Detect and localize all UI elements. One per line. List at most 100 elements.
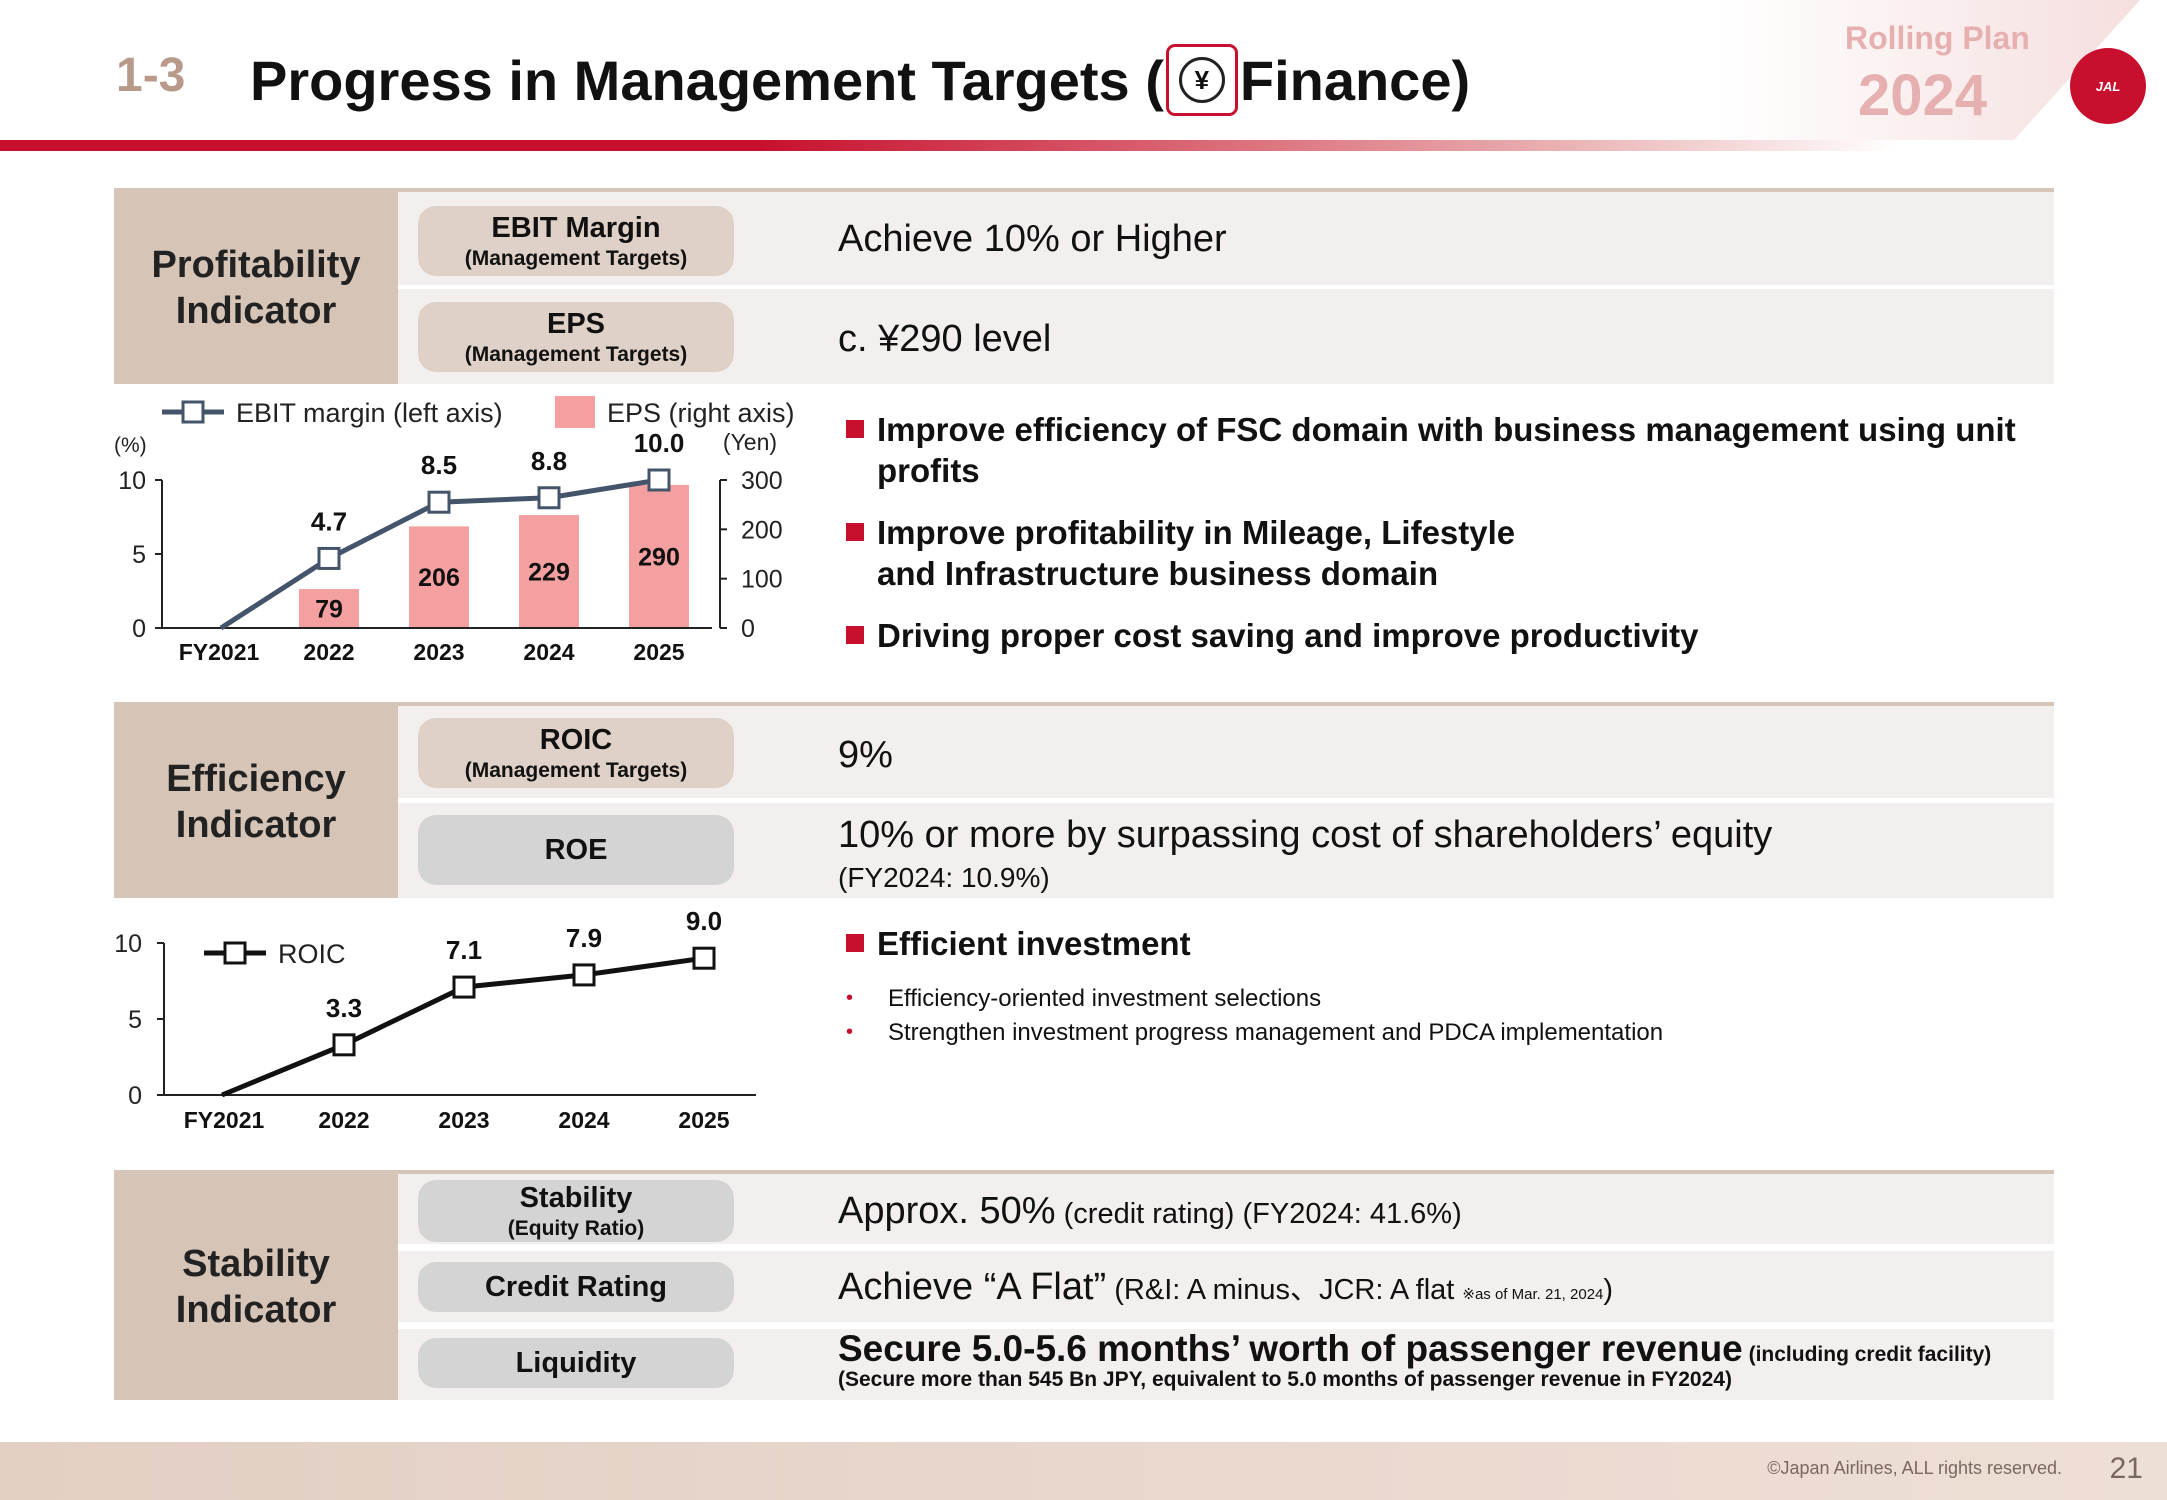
roic-marker: [332, 1033, 356, 1057]
x-tick-label: 2024: [558, 1107, 609, 1133]
eps-bar-label: 229: [528, 559, 570, 587]
eps-bar-label: 206: [418, 564, 460, 592]
page-title-before: Progress in Management Targets (: [250, 48, 1164, 112]
profitability-bullet: Improve profitability in Mileage, Lifest…: [846, 513, 1546, 594]
ebit-margin-target: Achieve 10% or Higher: [838, 218, 1227, 260]
x-tick-label: 2025: [678, 1107, 729, 1133]
right-tick-label: 0: [741, 615, 755, 643]
section-number: 1-3: [116, 49, 186, 102]
legend-ebit-label: EBIT margin (left axis): [236, 398, 503, 428]
jal-logo: JAL: [2070, 48, 2146, 124]
x-tick-label: FY2021: [179, 639, 260, 665]
ebit-margin-metric: EBIT Margin: [491, 211, 661, 244]
footer-band: [0, 1442, 2167, 1500]
legend-eps-label: EPS (right axis): [607, 398, 795, 428]
eps-bar-label: 290: [638, 543, 680, 571]
page-title-after: Finance): [1239, 48, 1471, 112]
stability-label: Stability Indicator: [114, 1174, 398, 1400]
roic-pill: ROIC (Management Targets): [418, 718, 734, 788]
x-tick-label: 2023: [438, 1107, 489, 1133]
x-tick-label: 2024: [523, 639, 574, 665]
roic-data-label: 7.1: [446, 935, 482, 965]
y-tick-label: 10: [114, 930, 142, 958]
efficiency-label: Efficiency Indicator: [114, 706, 398, 898]
red-square-bullet: [846, 934, 864, 952]
profitability-section: [114, 188, 2054, 386]
ebit-margin-marker: [537, 486, 561, 510]
eps-pill: EPS (Management Targets): [418, 302, 734, 372]
credit-rating-target: Achieve “A Flat” (R&I: A minus、JCR: A fl…: [838, 1266, 1614, 1308]
header-divider: [0, 140, 1900, 151]
yen-symbol: ¥: [1178, 57, 1225, 103]
ebit-margin-pill: EBIT Margin (Management Targets): [418, 206, 734, 276]
efficiency-sub-bullet: • Efficiency-oriented investment selectio…: [846, 984, 1322, 1012]
jal-logo-text: JAL: [2095, 78, 2121, 94]
roic-data-label: 3.3: [326, 993, 362, 1023]
eps-bar: [629, 484, 689, 628]
legend-line-marker: [223, 941, 247, 965]
y-tick-label: 5: [128, 1006, 142, 1034]
profitability-bullet: Driving proper cost saving and improve p…: [846, 616, 2036, 657]
efficiency-bullets: Efficient investment • Efficiency-oriente…: [846, 924, 2036, 1047]
eps-bar: [299, 589, 359, 628]
as-of-footnote: ※as of Mar. 21, 2024: [1462, 1286, 1604, 1303]
ebit-margin-data-label: 8.5: [421, 450, 457, 480]
red-square-bullet: [846, 420, 864, 438]
right-tick-label: 100: [741, 566, 783, 594]
eps-bar: [519, 515, 579, 628]
roic-target: 9%: [838, 734, 893, 776]
right-tick-label: 300: [741, 467, 783, 495]
x-tick-label: 2023: [413, 639, 464, 665]
y-tick-label: 0: [128, 1082, 142, 1110]
stability-sub: (Equity Ratio): [507, 1217, 645, 1240]
left-tick-label: 10: [118, 467, 146, 495]
ebit-margin-marker: [427, 490, 451, 514]
liquidity-target: Secure 5.0-5.6 months’ worth of passenge…: [838, 1328, 1992, 1391]
liquidity-metric: Liquidity: [515, 1346, 637, 1379]
red-square-bullet: [846, 523, 864, 542]
efficiency-section: [114, 702, 2054, 898]
ebit-margin-data-label: 10.0: [634, 428, 685, 458]
roe-note: (FY2024: 10.9%): [838, 862, 1050, 893]
profitability-bullet: Improve efficiency of FSC domain with bu…: [846, 410, 2036, 491]
legend-bar-swatch: [555, 396, 595, 428]
profitability-bullets: Improve efficiency of FSC domain with bu…: [846, 410, 2036, 657]
rolling-plan-label: Rolling Plan: [1845, 20, 2030, 56]
dot-bullet: •: [846, 1021, 854, 1044]
legend-roic-label: ROIC: [278, 939, 346, 969]
page-number: 21: [2109, 1452, 2143, 1485]
profitability-label: Profitability Indicator: [114, 192, 398, 384]
legend-line-marker: [181, 400, 205, 424]
rolling-plan-year: 2024: [1858, 63, 1988, 128]
roic-data-label: 7.9: [566, 923, 602, 953]
eps-sub: (Management Targets): [464, 343, 688, 366]
credit-rating-pill: Credit Rating: [418, 1262, 734, 1312]
eps-target: c. ¥290 level: [838, 318, 1052, 360]
eps-bar-label: 79: [315, 596, 343, 624]
roic-sub: (Management Targets): [464, 759, 688, 782]
finance-yen-icon: ¥: [1165, 44, 1238, 116]
ebit-margin-data-label: 4.7: [311, 506, 347, 536]
x-tick-label: 2025: [633, 639, 684, 665]
left-tick-label: 0: [132, 615, 146, 643]
right-tick-label: 200: [741, 516, 783, 544]
roe-metric: ROE: [544, 833, 608, 866]
stability-section: [114, 1170, 2054, 1400]
page-title: Progress in Management Targets ( ¥ Finan…: [250, 44, 1470, 116]
eps-metric: EPS: [546, 307, 606, 340]
roic-marker: [692, 946, 716, 970]
roic-marker: [572, 963, 596, 987]
roe-target: 10% or more by surpassing cost of shareh…: [838, 814, 1773, 856]
roic-marker: [452, 975, 476, 999]
roic-metric: ROIC: [539, 723, 613, 756]
efficiency-bullet: Efficient investment: [846, 924, 2036, 965]
ebit-margin-marker: [647, 468, 671, 492]
credit-rating-metric: Credit Rating: [484, 1270, 668, 1303]
red-square-bullet: [846, 626, 864, 645]
copyright: ©Japan Airlines, ALL rights reserved.: [1767, 1458, 2062, 1478]
left-tick-label: 5: [132, 541, 146, 569]
stability-metric: Stability: [519, 1181, 633, 1214]
ebit-margin-marker: [317, 546, 341, 570]
stability-pill: Stability (Equity Ratio): [418, 1180, 734, 1242]
